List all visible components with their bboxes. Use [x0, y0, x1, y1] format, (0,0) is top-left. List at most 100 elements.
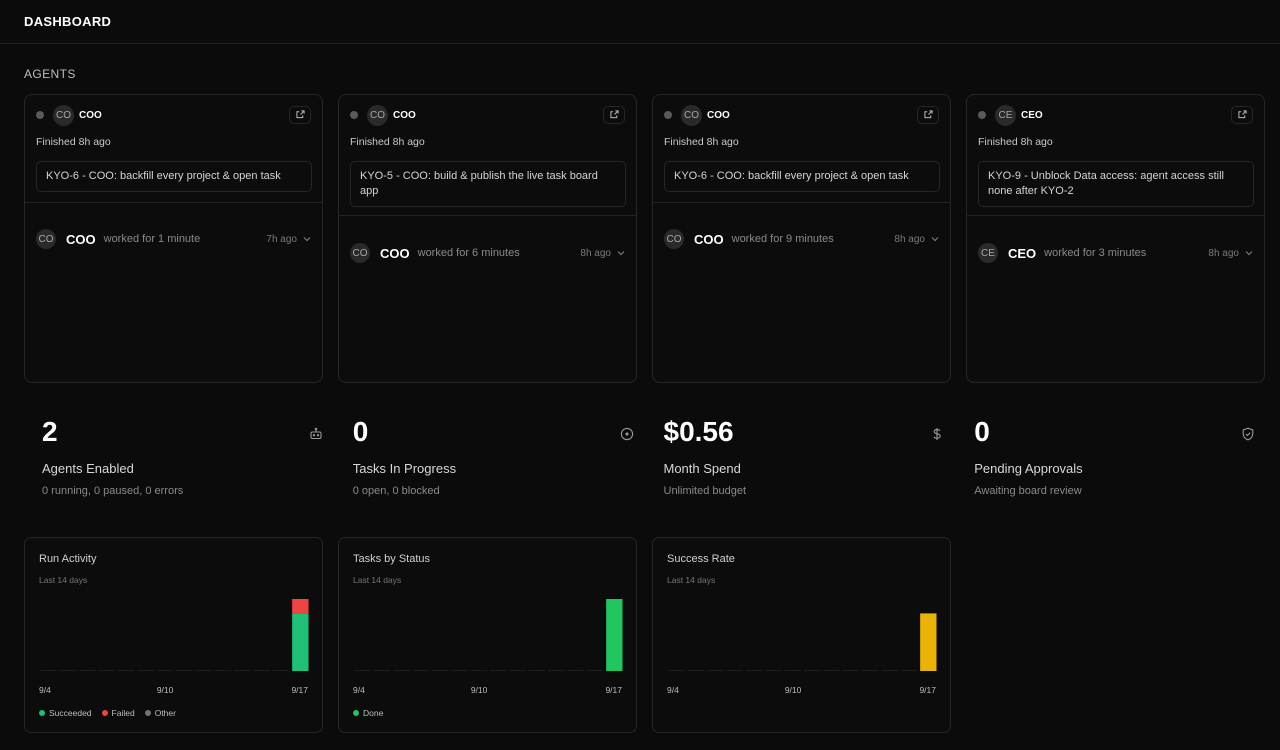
agent-header: CO COO — [664, 104, 730, 126]
run-row[interactable]: CE CEO worked for 3 minutes 8h ago — [978, 243, 1253, 263]
legend-item: Other — [144, 708, 176, 718]
run-time-label: 8h ago — [580, 247, 611, 259]
legend-label: Done — [363, 708, 384, 718]
x-tick-label: 9/4 — [667, 685, 679, 695]
agent-avatar: CO — [681, 104, 702, 126]
chart-baseline-tick — [176, 670, 193, 671]
agent-avatar: CE — [995, 104, 1016, 126]
agent-avatar: CO — [53, 104, 74, 126]
chart-baseline-tick — [509, 670, 526, 671]
legend-swatch — [101, 710, 108, 716]
chart-card: Run Activity Last 14 days 9/4 9/10 9/17 Succe… — [24, 537, 323, 733]
chart-baseline-tick — [412, 670, 429, 671]
agent-card: CE CEO Finished 8h ago KYO-9 - Unblock Data… — [966, 94, 1265, 383]
card-divider — [653, 202, 950, 203]
task-link[interactable]: KYO-6 - COO: backfill every project & op… — [36, 161, 312, 192]
x-tick-label: 9/10 — [470, 685, 488, 695]
chart-bar — [920, 613, 937, 671]
chart-baseline-tick — [373, 670, 391, 671]
chart-baseline-tick — [726, 670, 743, 671]
chart-baseline-tick — [272, 670, 290, 671]
x-tick-label: 9/4 — [39, 685, 51, 695]
chart-baseline-tick — [195, 670, 212, 671]
stat-label: Tasks In Progress — [352, 461, 457, 476]
stat-card: 0 Pending Approvals Awaiting board review — [956, 415, 1267, 497]
chart-baseline-tick — [156, 670, 173, 671]
status-dot — [350, 111, 358, 119]
run-agent-name: COO — [380, 245, 410, 261]
stat-subtext: 0 open, 0 blocked — [352, 485, 440, 497]
chart-bar — [292, 613, 309, 671]
open-agent-button[interactable] — [603, 106, 625, 124]
status-dot — [36, 111, 44, 119]
chart-baseline-tick — [745, 670, 763, 671]
chart-baseline-tick — [451, 670, 468, 671]
chart-card: Tasks by Status Last 14 days 9/4 9/10 9/17 Do… — [338, 537, 637, 733]
external-link-icon — [923, 106, 933, 124]
page-title: DASHBOARD — [24, 14, 112, 29]
x-tick-label: 9/4 — [353, 685, 365, 695]
agent-card: CO COO Finished 8h ago KYO-5 - COO: build &… — [338, 94, 637, 383]
chart-baseline-tick — [548, 670, 565, 671]
open-agent-button[interactable] — [289, 106, 311, 124]
charts-row: Run Activity Last 14 days 9/4 9/10 9/17 Succe… — [24, 537, 951, 733]
x-tick-label: 9/10 — [156, 685, 174, 695]
stat-subtext: Unlimited budget — [663, 485, 747, 497]
legend-label: Succeeded — [49, 708, 92, 718]
legend-item: Succeeded — [39, 708, 92, 718]
chart-baseline-tick — [214, 670, 232, 671]
x-tick-label: 9/10 — [784, 685, 802, 695]
chart-subtitle: Last 14 days — [667, 575, 716, 585]
stat-label: Month Spend — [663, 461, 741, 476]
run-avatar: CO — [350, 243, 370, 263]
stat-label: Agents Enabled — [42, 461, 134, 476]
shield-check-icon — [1241, 427, 1255, 446]
agent-header: CO COO — [350, 104, 416, 126]
run-time: 8h ago — [1208, 248, 1253, 259]
dollar-icon — [930, 427, 944, 446]
task-link[interactable]: KYO-5 - COO: build & publish the live ta… — [350, 161, 626, 207]
status-dot — [664, 111, 672, 119]
chart-baseline-tick — [842, 670, 860, 671]
external-link-icon — [1237, 106, 1247, 124]
chevron-down-icon — [617, 248, 625, 259]
chart-baseline-tick — [823, 670, 840, 671]
run-time-label: 8h ago — [894, 233, 925, 245]
run-row[interactable]: CO COO worked for 1 minute 7h ago — [36, 229, 311, 249]
stat-card: 2 Agents Enabled 0 running, 0 paused, 0 er… — [24, 415, 335, 497]
open-agent-button[interactable] — [1231, 106, 1253, 124]
card-divider — [339, 215, 636, 216]
agents-row: CO COO Finished 8h ago KYO-6 - COO: backfil… — [24, 94, 1267, 383]
chart-baseline-tick — [117, 670, 135, 671]
chart-bar — [606, 599, 623, 671]
run-duration: worked for 9 minutes — [731, 233, 834, 245]
run-time-label: 8h ago — [1208, 247, 1239, 259]
chevron-down-icon — [931, 234, 939, 245]
chart-baseline-tick — [470, 670, 487, 671]
stat-value: 0 — [352, 416, 369, 447]
run-avatar: CO — [664, 229, 684, 249]
legend-label: Other — [154, 708, 176, 718]
run-time: 8h ago — [580, 248, 625, 259]
external-link-icon — [295, 106, 305, 124]
external-link-icon — [609, 106, 619, 124]
agent-header: CO COO — [36, 104, 102, 126]
agent-header: CE CEO — [978, 104, 1043, 126]
chart-baseline-tick — [79, 670, 96, 671]
stat-label: Pending Approvals — [974, 461, 1083, 476]
open-agent-button[interactable] — [917, 106, 939, 124]
task-link[interactable]: KYO-6 - COO: backfill every project & op… — [664, 161, 940, 192]
chart-baseline-tick — [431, 670, 449, 671]
stats-row: 2 Agents Enabled 0 running, 0 paused, 0 er… — [24, 415, 1267, 497]
chart-baseline-tick — [59, 670, 77, 671]
finished-text: Finished 8h ago — [36, 136, 111, 148]
task-link[interactable]: KYO-9 - Unblock Data access: agent acces… — [978, 161, 1254, 207]
agent-name: COO — [707, 109, 730, 121]
run-row[interactable]: CO COO worked for 9 minutes 8h ago — [664, 229, 939, 249]
chevron-down-icon — [303, 234, 311, 245]
card-divider — [25, 202, 322, 203]
stat-value: 0 — [974, 416, 990, 447]
run-agent-name: COO — [66, 231, 96, 247]
chart-bar — [292, 599, 309, 614]
run-row[interactable]: CO COO worked for 6 minutes 8h ago — [350, 243, 625, 263]
